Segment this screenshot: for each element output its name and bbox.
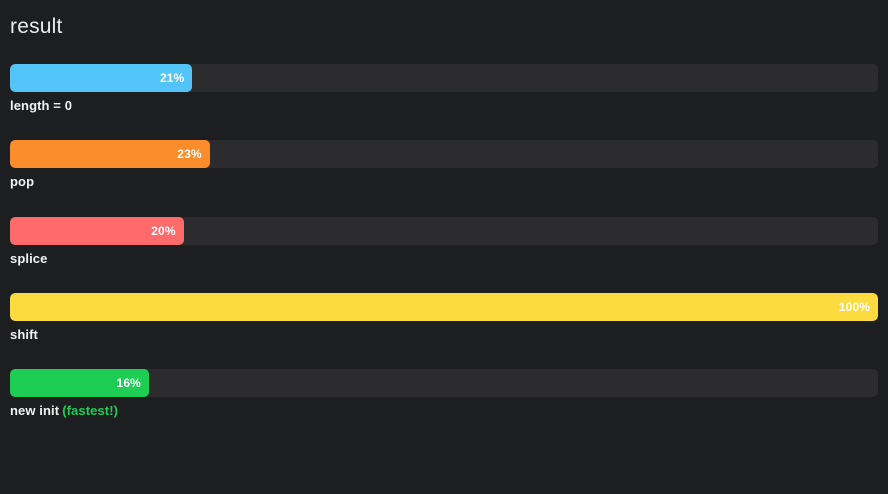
benchmark-row: 100% shift bbox=[10, 292, 878, 342]
progress-bar-fill: 100% bbox=[10, 292, 878, 321]
progress-bar-track: 100% bbox=[10, 292, 878, 321]
progress-bar-fill: 23% bbox=[10, 140, 210, 169]
progress-bar-percent: 23% bbox=[177, 147, 202, 162]
progress-bar-fill: 21% bbox=[10, 64, 193, 92]
benchmark-label-note: (fastest!) bbox=[62, 403, 119, 419]
benchmark-label-text: splice bbox=[10, 250, 48, 266]
progress-bar-track: 21% bbox=[10, 64, 878, 92]
benchmark-row: 21% length = 0 bbox=[10, 64, 878, 113]
progress-bar-percent: 21% bbox=[159, 71, 185, 85]
progress-bar-percent: 100% bbox=[838, 299, 870, 314]
benchmark-row: 16% new init (fastest!) bbox=[10, 369, 878, 418]
progress-bar-fill: 20% bbox=[10, 216, 184, 245]
progress-bar-percent: 16% bbox=[116, 376, 141, 391]
benchmark-label: pop bbox=[10, 175, 878, 189]
benchmark-label-text: pop bbox=[10, 174, 35, 190]
benchmark-label: new init (fastest!) bbox=[10, 404, 878, 418]
progress-bar-fill: 16% bbox=[10, 369, 149, 398]
benchmark-label: splice bbox=[10, 250, 878, 266]
benchmark-row: 20% splice bbox=[10, 216, 878, 266]
progress-bar-track: 16% bbox=[10, 369, 878, 398]
page-title: result bbox=[10, 15, 63, 38]
benchmark-bar-list: 21% length = 0 23% pop 20% bbox=[10, 64, 878, 418]
benchmark-label: shift bbox=[10, 326, 878, 342]
benchmark-label: length = 0 bbox=[10, 98, 878, 113]
progress-bar-percent: 20% bbox=[151, 223, 176, 238]
benchmark-row: 23% pop bbox=[10, 140, 878, 189]
benchmark-label-text: shift bbox=[10, 326, 38, 342]
progress-bar-track: 20% bbox=[10, 216, 878, 245]
progress-bar-track: 23% bbox=[10, 140, 878, 169]
benchmark-label-text: length = 0 bbox=[10, 98, 73, 113]
benchmark-label-text: new init bbox=[10, 403, 60, 419]
